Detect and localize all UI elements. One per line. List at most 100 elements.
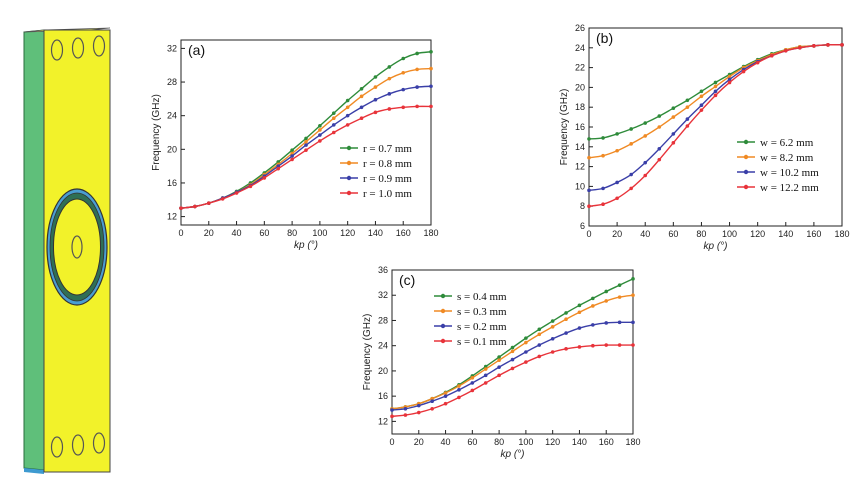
data-point bbox=[643, 173, 648, 178]
data-point bbox=[629, 142, 633, 146]
data-point bbox=[359, 116, 364, 121]
data-point bbox=[206, 201, 211, 205]
data-point bbox=[617, 343, 622, 347]
data-point bbox=[629, 172, 633, 177]
data-point bbox=[304, 148, 308, 152]
chart-c: 0 20 40 60 80 100 120 140 160 180 12 16 20 24 28 32 36 kp… bbox=[362, 265, 641, 460]
data-point bbox=[591, 323, 595, 327]
data-point bbox=[591, 304, 595, 308]
data-point bbox=[318, 133, 322, 137]
data-point bbox=[524, 336, 528, 340]
data-point bbox=[826, 43, 830, 47]
chart-a: 0 20 40 60 80 100 120 140 160 180 12 16 20 24 28 32 kp (… bbox=[151, 39, 439, 251]
data-point bbox=[470, 376, 475, 380]
data-point bbox=[430, 406, 434, 411]
center-via bbox=[71, 235, 83, 259]
data-point bbox=[537, 354, 542, 359]
y-axis-title: Frequency (GHz) bbox=[559, 89, 570, 166]
x-tick-label: 40 bbox=[640, 229, 650, 239]
y-tick-label: 36 bbox=[378, 265, 388, 275]
chart-b: 0 20 40 60 80 100 120 140 160 180 6 8 10 12 14 16 18 20 22… bbox=[559, 23, 850, 252]
plot-frame bbox=[391, 269, 634, 435]
data-point bbox=[727, 80, 732, 85]
data-point bbox=[657, 125, 662, 129]
x-tick-label: 140 bbox=[368, 228, 383, 238]
data-point bbox=[643, 121, 648, 125]
data-point bbox=[373, 85, 378, 89]
data-point bbox=[401, 56, 406, 61]
plot-frame bbox=[180, 39, 432, 226]
x-tick-label: 0 bbox=[389, 437, 394, 447]
data-point bbox=[671, 141, 676, 145]
data-point bbox=[643, 134, 648, 138]
data-point bbox=[550, 319, 555, 323]
y-tick-label: 10 bbox=[575, 181, 585, 191]
data-point bbox=[617, 295, 622, 299]
x-axis-title: kp (°) bbox=[501, 449, 525, 460]
data-point bbox=[615, 180, 619, 185]
data-point bbox=[345, 105, 350, 110]
y-tick-label: 16 bbox=[378, 391, 388, 401]
hole-bottom-1 bbox=[50, 436, 64, 458]
legend-label: w = 6.2 mm bbox=[760, 137, 814, 149]
legend-marker bbox=[440, 293, 446, 299]
data-point bbox=[631, 320, 635, 325]
x-tick-label: 180 bbox=[625, 437, 640, 447]
data-point bbox=[510, 357, 515, 362]
data-point bbox=[415, 104, 419, 109]
legend-label: s = 0.2 mm bbox=[457, 321, 507, 333]
data-point bbox=[470, 388, 475, 393]
data-point bbox=[587, 188, 591, 193]
x-tick-label: 60 bbox=[259, 228, 269, 238]
data-point bbox=[591, 296, 595, 301]
y-tick-label: 16 bbox=[575, 122, 585, 132]
y-tick-label: 18 bbox=[575, 102, 585, 112]
data-point bbox=[179, 206, 183, 210]
data-point bbox=[699, 89, 704, 94]
data-point bbox=[798, 46, 802, 50]
data-point bbox=[359, 86, 364, 91]
legend-label: r = 0.7 mm bbox=[363, 143, 412, 155]
data-point bbox=[601, 186, 605, 191]
data-point bbox=[387, 76, 392, 81]
x-tick-label: 100 bbox=[518, 437, 533, 447]
y-axis-title: Frequency (GHz) bbox=[362, 314, 373, 391]
legend-marker bbox=[440, 323, 446, 329]
data-point bbox=[483, 373, 488, 378]
data-point bbox=[497, 373, 501, 378]
data-point bbox=[550, 350, 555, 354]
data-point bbox=[564, 331, 568, 335]
y-tick-label: 8 bbox=[580, 201, 585, 211]
hole-top-2 bbox=[71, 37, 85, 59]
data-point bbox=[276, 160, 281, 164]
data-point bbox=[290, 154, 294, 158]
x-tick-label: 40 bbox=[232, 228, 242, 238]
data-point bbox=[331, 123, 336, 127]
data-point bbox=[577, 310, 582, 315]
data-point bbox=[304, 143, 308, 147]
data-point bbox=[631, 343, 635, 347]
data-point bbox=[685, 124, 690, 128]
data-point bbox=[587, 155, 591, 160]
data-point bbox=[387, 92, 392, 96]
legend-label: r = 0.8 mm bbox=[363, 158, 412, 170]
data-point bbox=[537, 343, 542, 347]
data-point bbox=[457, 395, 461, 400]
data-point bbox=[587, 137, 591, 141]
x-tick-label: 100 bbox=[312, 228, 327, 238]
data-point bbox=[290, 157, 294, 162]
data-point bbox=[587, 204, 591, 208]
data-point bbox=[577, 303, 582, 308]
data-point bbox=[318, 123, 322, 128]
x-tick-label: 140 bbox=[778, 229, 793, 239]
data-point bbox=[713, 80, 718, 85]
x-tick-label: 120 bbox=[750, 229, 765, 239]
x-tick-label: 20 bbox=[204, 228, 214, 238]
x-axis-title: kp (°) bbox=[704, 241, 728, 252]
data-point bbox=[403, 413, 408, 417]
series-line bbox=[391, 321, 634, 411]
data-point bbox=[430, 396, 434, 401]
x-tick-label: 80 bbox=[287, 228, 297, 238]
x-tick-label: 60 bbox=[467, 437, 477, 447]
y-tick-label: 20 bbox=[378, 366, 388, 376]
